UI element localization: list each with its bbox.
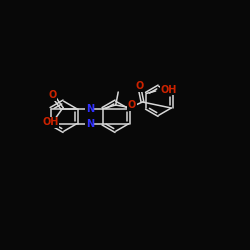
Text: O: O — [128, 100, 136, 110]
Text: N: N — [86, 119, 94, 129]
Text: OH: OH — [42, 117, 58, 127]
Text: OH: OH — [161, 85, 177, 95]
Text: N: N — [86, 104, 94, 114]
Text: O: O — [48, 90, 56, 100]
Text: O: O — [135, 81, 143, 91]
